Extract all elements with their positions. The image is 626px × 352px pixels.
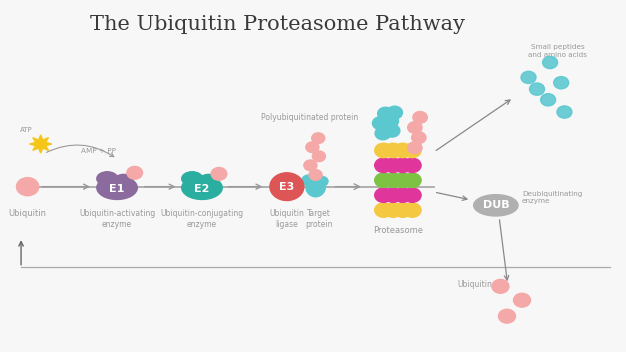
Text: Ubiquitin-activating: Ubiquitin-activating bbox=[79, 209, 155, 218]
Circle shape bbox=[394, 173, 411, 188]
Text: Ubiquitin-conjugating: Ubiquitin-conjugating bbox=[160, 209, 244, 218]
Circle shape bbox=[557, 106, 572, 118]
Ellipse shape bbox=[97, 176, 137, 200]
Text: protein: protein bbox=[305, 220, 332, 229]
Ellipse shape bbox=[182, 176, 222, 200]
Circle shape bbox=[403, 143, 421, 158]
Circle shape bbox=[384, 188, 402, 202]
Circle shape bbox=[304, 160, 317, 171]
Circle shape bbox=[384, 124, 400, 137]
Text: AMP + PP: AMP + PP bbox=[81, 147, 116, 153]
Ellipse shape bbox=[302, 175, 316, 186]
Polygon shape bbox=[29, 135, 52, 153]
Circle shape bbox=[372, 117, 388, 130]
Circle shape bbox=[270, 173, 304, 201]
Circle shape bbox=[394, 188, 411, 202]
Circle shape bbox=[375, 188, 393, 202]
Circle shape bbox=[211, 168, 227, 180]
Circle shape bbox=[403, 203, 421, 217]
Circle shape bbox=[403, 188, 421, 202]
Ellipse shape bbox=[97, 172, 118, 186]
Circle shape bbox=[394, 203, 411, 217]
Text: Target: Target bbox=[307, 209, 331, 218]
Circle shape bbox=[375, 143, 393, 158]
Circle shape bbox=[387, 106, 403, 119]
Circle shape bbox=[403, 158, 421, 172]
Circle shape bbox=[377, 107, 393, 120]
Circle shape bbox=[530, 83, 545, 95]
Ellipse shape bbox=[316, 177, 328, 186]
Circle shape bbox=[408, 122, 422, 133]
Circle shape bbox=[492, 279, 509, 293]
Text: The Ubiquitin Proteasome Pathway: The Ubiquitin Proteasome Pathway bbox=[90, 14, 464, 33]
Ellipse shape bbox=[182, 172, 203, 186]
Text: E1: E1 bbox=[110, 184, 125, 194]
Circle shape bbox=[394, 158, 411, 172]
Circle shape bbox=[312, 151, 326, 162]
Circle shape bbox=[375, 203, 393, 217]
Circle shape bbox=[408, 142, 422, 153]
Circle shape bbox=[521, 71, 536, 83]
Text: enzyme: enzyme bbox=[102, 220, 132, 229]
Circle shape bbox=[553, 77, 568, 89]
Text: Polyubiquitinated protein: Polyubiquitinated protein bbox=[261, 113, 358, 122]
Circle shape bbox=[384, 158, 402, 172]
Text: Ubiquitin: Ubiquitin bbox=[269, 209, 304, 218]
Circle shape bbox=[384, 173, 402, 188]
Circle shape bbox=[394, 143, 411, 158]
Circle shape bbox=[543, 56, 558, 69]
Ellipse shape bbox=[199, 174, 218, 186]
Circle shape bbox=[413, 112, 428, 123]
Text: enzyme: enzyme bbox=[522, 198, 550, 204]
Circle shape bbox=[127, 166, 143, 179]
Circle shape bbox=[513, 293, 530, 307]
Circle shape bbox=[375, 173, 393, 188]
Text: E3: E3 bbox=[279, 182, 294, 191]
Circle shape bbox=[306, 142, 319, 152]
Text: DUB: DUB bbox=[483, 200, 509, 210]
Circle shape bbox=[375, 127, 391, 140]
Circle shape bbox=[498, 309, 515, 323]
Text: and amino acids: and amino acids bbox=[528, 52, 587, 58]
Circle shape bbox=[403, 173, 421, 188]
Ellipse shape bbox=[115, 174, 133, 186]
Ellipse shape bbox=[474, 195, 518, 216]
Text: Ubiquitin: Ubiquitin bbox=[9, 209, 46, 218]
Circle shape bbox=[412, 132, 426, 144]
Circle shape bbox=[16, 178, 39, 196]
Text: ligase: ligase bbox=[275, 220, 298, 229]
Circle shape bbox=[375, 158, 393, 172]
Text: Small peptides: Small peptides bbox=[531, 44, 585, 50]
Circle shape bbox=[384, 203, 402, 217]
Text: E2: E2 bbox=[194, 184, 210, 194]
Circle shape bbox=[312, 133, 325, 144]
Text: Ubiquitin: Ubiquitin bbox=[458, 280, 493, 289]
Circle shape bbox=[384, 143, 402, 158]
Text: enzyme: enzyme bbox=[187, 220, 217, 229]
Circle shape bbox=[309, 170, 322, 180]
Ellipse shape bbox=[306, 177, 326, 197]
Text: Deubiquitinating: Deubiquitinating bbox=[522, 190, 582, 196]
Circle shape bbox=[541, 94, 556, 106]
Text: Proteasome: Proteasome bbox=[373, 226, 423, 234]
Text: ATP: ATP bbox=[20, 127, 33, 133]
Circle shape bbox=[383, 115, 399, 127]
